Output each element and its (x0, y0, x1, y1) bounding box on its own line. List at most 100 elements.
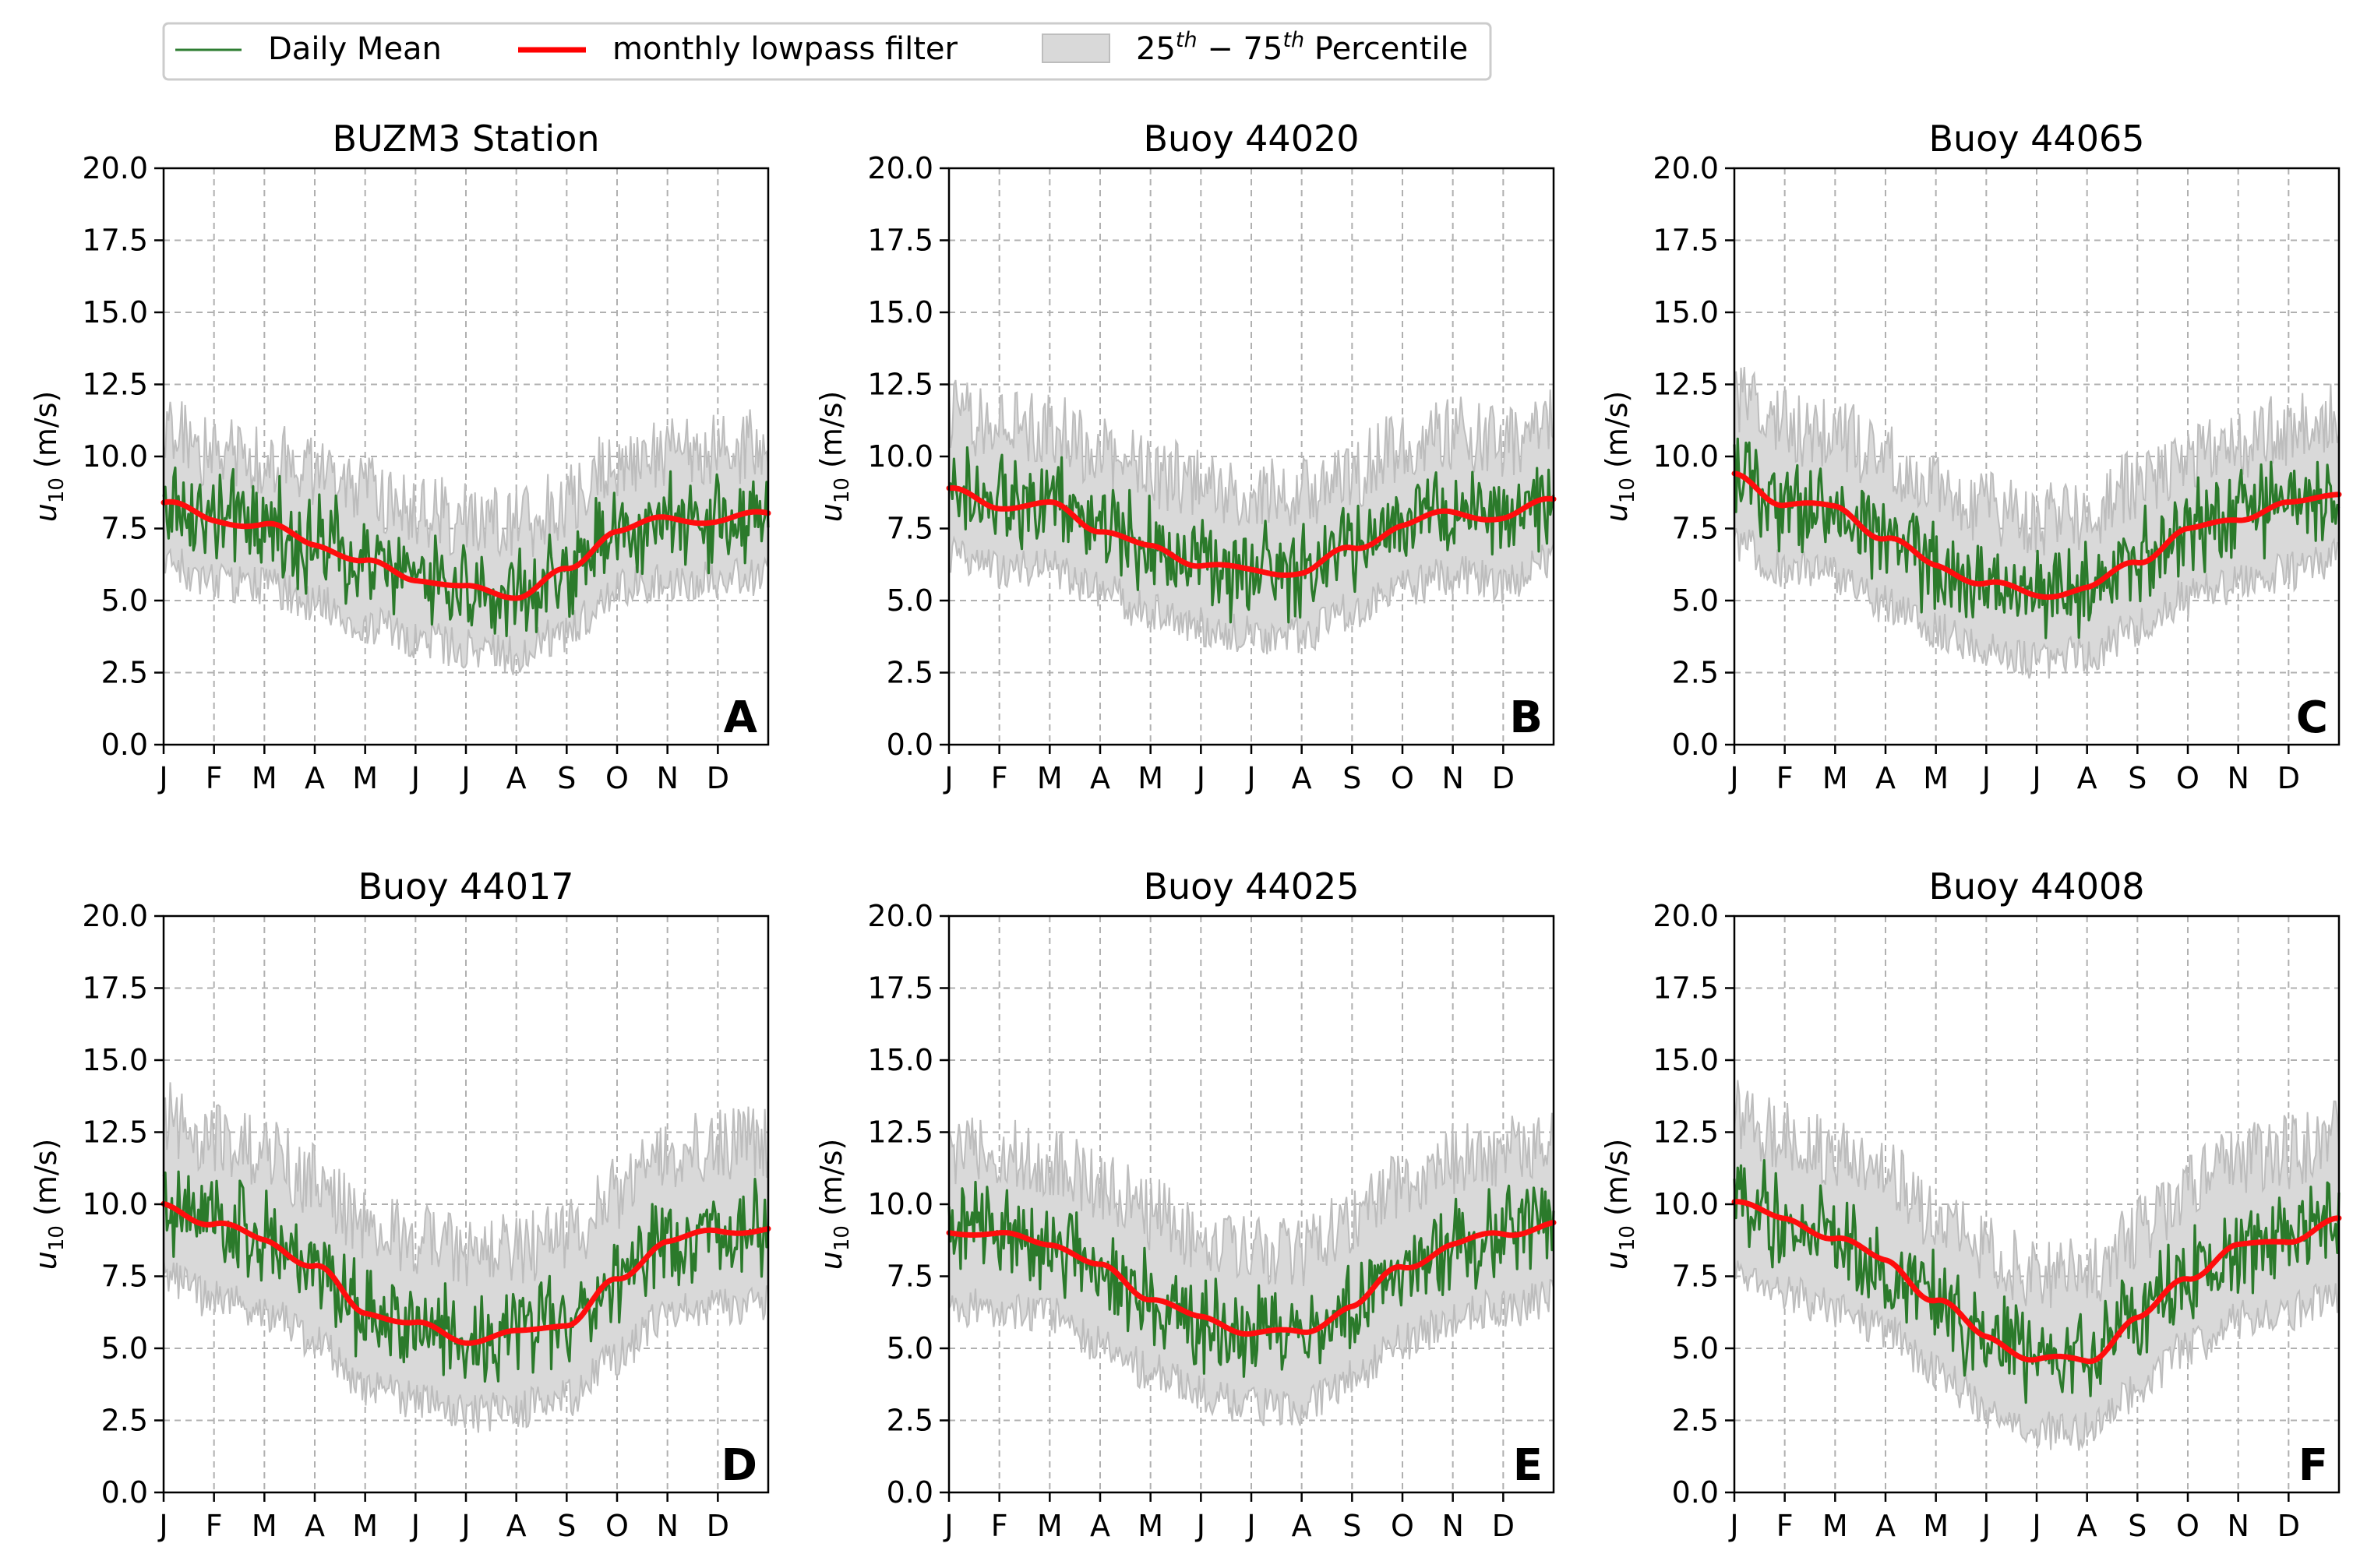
y-tick-label: 7.5 (101, 512, 148, 546)
month-label: A (1090, 761, 1110, 795)
panel-c: 0.02.55.07.510.012.515.017.520.0J F M A M J J A… (1600, 118, 2342, 795)
daily-mean-line (947, 446, 1555, 624)
month-label: J (460, 1509, 470, 1543)
y-tick-label: 17.5 (867, 224, 933, 258)
y-tick-label: 12.5 (82, 368, 148, 402)
y-tick-label: 12.5 (1653, 1115, 1719, 1150)
y-axis-label: u10 (m/s) (814, 1139, 854, 1270)
month-label: D (2277, 1509, 2300, 1543)
daily-mean-line (1733, 1159, 2341, 1404)
month-label: J (1981, 761, 1991, 795)
y-tick-label: 2.5 (1672, 656, 1719, 690)
y-tick-label: 20.0 (82, 151, 148, 185)
month-label: A (305, 761, 325, 795)
month-label: O (2176, 761, 2199, 795)
month-label: J (1245, 761, 1255, 795)
daily-mean-line (162, 466, 770, 638)
y-tick-label: 2.5 (887, 1404, 933, 1438)
month-label: J (2030, 761, 2041, 795)
y-tick-label: 15.0 (82, 295, 148, 329)
month-label: A (2077, 761, 2097, 795)
y-tick-label: 0.0 (101, 1475, 148, 1510)
month-label: A (1090, 1509, 1110, 1543)
month-label: M (252, 1509, 277, 1543)
month-label: J (1728, 761, 1738, 795)
month-label: N (656, 761, 678, 795)
y-tick-label: 0.0 (1672, 728, 1719, 762)
y-tick-label: 12.5 (1653, 368, 1719, 402)
month-label: J (410, 761, 420, 795)
y-tick-label: 0.0 (101, 728, 148, 762)
legend: Daily Mean monthly lowpass filter 25th −… (162, 22, 1492, 81)
month-label: M (1138, 761, 1163, 795)
panel-f: 0.02.55.07.510.012.515.017.520.0J F M A M J J A… (1600, 865, 2342, 1543)
panel-letter: B (1509, 692, 1543, 743)
month-label: J (1981, 1509, 1991, 1543)
lowpass-line (946, 484, 1557, 578)
y-tick-label: 0.0 (1672, 1475, 1719, 1510)
month-label: M (1822, 1509, 1848, 1543)
month-label: D (1492, 761, 1515, 795)
month-label: N (1441, 761, 1463, 795)
month-label: M (1138, 1509, 1163, 1543)
y-tick-label: 10.0 (1653, 439, 1719, 474)
month-label: D (1492, 1509, 1515, 1543)
panel-title: Buoy 44017 (358, 865, 573, 907)
y-tick-label: 10.0 (867, 439, 933, 474)
month-label: M (1822, 761, 1848, 795)
lowpass-line (161, 1200, 771, 1346)
y-tick-label: 2.5 (887, 656, 933, 690)
y-tick-label: 2.5 (101, 1404, 148, 1438)
month-label: A (506, 761, 527, 795)
month-label: O (1391, 761, 1414, 795)
y-tick-label: 17.5 (82, 224, 148, 258)
month-label: J (410, 1509, 420, 1543)
y-tick-label: 15.0 (867, 295, 933, 329)
panel-title: Buoy 44065 (1928, 118, 2144, 160)
panel-title: Buoy 44025 (1143, 865, 1359, 907)
y-tick-label: 5.0 (101, 583, 148, 618)
y-tick-label: 7.5 (887, 512, 933, 546)
panels: 0.02.55.07.510.012.515.017.520.0J F M A M J J A… (29, 118, 2342, 1543)
y-tick-label: 0.0 (887, 728, 933, 762)
month-label: A (305, 1509, 325, 1543)
month-label: F (1776, 761, 1794, 795)
month-label: D (2277, 761, 2300, 795)
month-label: F (991, 1509, 1008, 1543)
y-axis-label: u10 (m/s) (1600, 391, 1639, 523)
month-label: M (1923, 761, 1949, 795)
month-label: D (707, 761, 729, 795)
legend-swatch-percentile (1042, 33, 1110, 63)
y-tick-label: 5.0 (1672, 583, 1719, 618)
month-label: O (605, 1509, 629, 1543)
y-tick-label: 17.5 (867, 971, 933, 1006)
y-tick-label: 7.5 (1672, 1260, 1719, 1294)
lowpass-line (161, 499, 771, 601)
lowpass-line (1731, 1199, 2342, 1365)
month-label: F (1776, 1509, 1794, 1543)
panel-letter: C (2296, 692, 2328, 743)
month-label: M (352, 1509, 378, 1543)
panel-letter: D (721, 1440, 757, 1491)
month-label: S (557, 761, 576, 795)
y-tick-label: 7.5 (887, 1260, 933, 1294)
panel-title: Buoy 44020 (1143, 118, 1359, 160)
month-label: J (157, 1509, 168, 1543)
panel-b: 0.02.55.07.510.012.515.017.520.0J F M A M J J A… (814, 118, 1557, 795)
month-label: S (2128, 761, 2147, 795)
month-label: O (2176, 1509, 2199, 1543)
month-label: M (1037, 761, 1063, 795)
month-label: F (991, 761, 1008, 795)
y-tick-label: 20.0 (1653, 151, 1719, 185)
month-label: J (1728, 1509, 1738, 1543)
month-label: M (1037, 1509, 1063, 1543)
panel-title: BUZM3 Station (332, 118, 599, 160)
legend-label-daily-mean: Daily Mean (268, 31, 442, 67)
panel-a: 0.02.55.07.510.012.515.017.520.0J F M A M J J A… (29, 118, 771, 795)
month-label: F (206, 761, 223, 795)
y-axis-label: u10 (m/s) (814, 391, 854, 523)
month-label: A (2077, 1509, 2097, 1543)
y-tick-label: 17.5 (1653, 224, 1719, 258)
y-tick-label: 12.5 (82, 1115, 148, 1150)
